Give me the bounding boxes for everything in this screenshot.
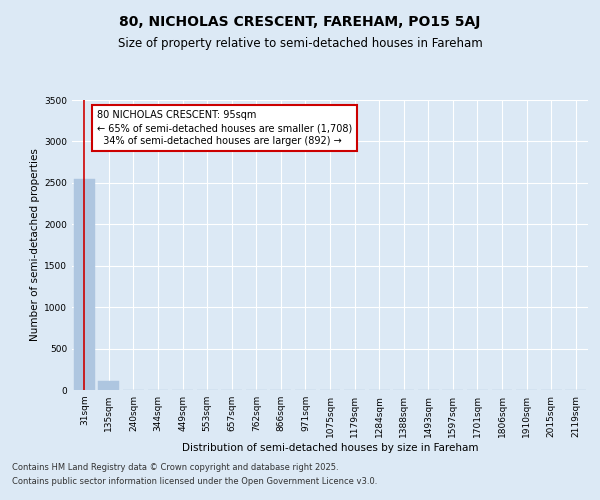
Text: 80 NICHOLAS CRESCENT: 95sqm
← 65% of semi-detached houses are smaller (1,708)
  : 80 NICHOLAS CRESCENT: 95sqm ← 65% of sem… [97, 110, 352, 146]
Text: Contains public sector information licensed under the Open Government Licence v3: Contains public sector information licen… [12, 477, 377, 486]
Bar [98, 381, 119, 390]
Bar [74, 178, 95, 390]
Text: 80, NICHOLAS CRESCENT, FAREHAM, PO15 5AJ: 80, NICHOLAS CRESCENT, FAREHAM, PO15 5AJ [119, 15, 481, 29]
Text: Contains HM Land Registry data © Crown copyright and database right 2025.: Contains HM Land Registry data © Crown c… [12, 464, 338, 472]
Y-axis label: Number of semi-detached properties: Number of semi-detached properties [30, 148, 40, 342]
X-axis label: Distribution of semi-detached houses by size in Fareham: Distribution of semi-detached houses by … [182, 442, 478, 452]
Text: Size of property relative to semi-detached houses in Fareham: Size of property relative to semi-detach… [118, 38, 482, 51]
